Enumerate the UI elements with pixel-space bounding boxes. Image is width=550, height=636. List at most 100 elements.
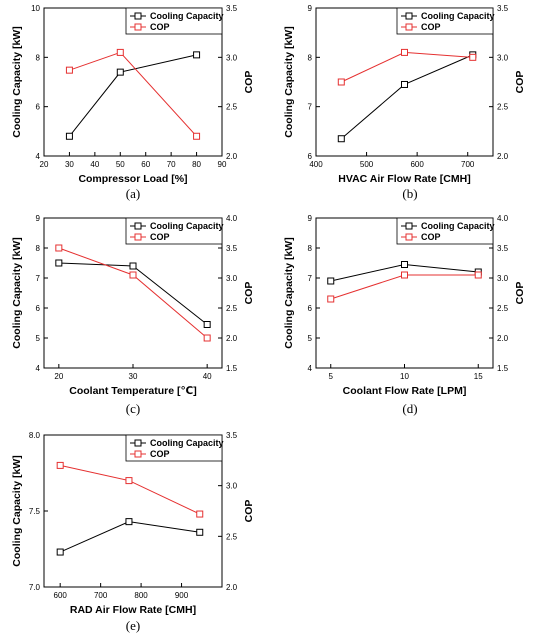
x-axis-label: HVAC Air Flow Rate [CMH]: [338, 173, 470, 185]
panel-caption: (d): [402, 401, 417, 416]
chart-panel: 600 700 800 900 7.0 7.5 8.0 2.0 2.5 3.0 3.5 RAD Air…: [11, 431, 255, 633]
y-left-axis-label: Cooling Capacity [kW]: [11, 26, 23, 137]
x-tick-label: 600: [410, 160, 424, 169]
x-tick-label: 20: [54, 372, 63, 381]
y-left-axis-label: Cooling Capacity [kW]: [11, 237, 23, 348]
y-right-tick-label: 3.5: [226, 244, 238, 253]
y-right-axis-label: COP: [243, 500, 255, 523]
legend-entry: Cooling Capacity: [150, 221, 224, 231]
data-point: [116, 48, 124, 56]
y-left-tick-label: 6: [308, 304, 313, 313]
y-right-tick-label: 3.0: [226, 274, 238, 283]
y-left-tick-label: 6: [308, 152, 313, 161]
x-tick-label: 800: [134, 591, 148, 600]
data-point: [203, 321, 211, 328]
data-point: [401, 271, 408, 279]
legend-marker: [134, 222, 142, 230]
y-right-tick-label: 3.0: [226, 53, 238, 62]
y-left-tick-label: 5: [36, 334, 41, 343]
y-right-tick-label: 2.5: [226, 304, 238, 313]
legend-marker: [134, 12, 142, 20]
x-tick-label: 15: [474, 372, 483, 381]
y-right-tick-label: 2.5: [497, 103, 509, 112]
y-right-tick-label: 3.5: [226, 4, 238, 13]
y-right-tick-label: 2.5: [497, 304, 509, 313]
y-left-tick-label: 8: [36, 53, 41, 62]
legend-entry: COP: [421, 22, 441, 32]
y-right-axis-label: COP: [514, 282, 526, 305]
data-point: [401, 261, 408, 268]
series-line: [341, 51, 473, 83]
x-tick-label: 600: [54, 591, 68, 600]
y-left-tick-label: 7.5: [29, 507, 41, 516]
series-line: [330, 274, 479, 300]
legend-entry: COP: [150, 22, 170, 32]
x-tick-label: 10: [400, 372, 409, 381]
legend-marker: [134, 450, 142, 458]
y-left-tick-label: 9: [308, 4, 313, 13]
data-point: [129, 271, 137, 279]
x-axis-label: Coolant Temperature [℃]: [69, 385, 196, 397]
panel-caption: (b): [402, 186, 417, 201]
y-left-tick-label: 6: [36, 103, 41, 112]
series-line: [60, 464, 200, 515]
x-tick-label: 60: [141, 160, 150, 169]
y-left-axis-label: Cooling Capacity [kW]: [283, 26, 295, 137]
legend-marker: [134, 439, 142, 447]
chart-panel: 5 10 15 4 5 6 7 8 9 1.5 2.0 2.5 3.0 3.5 4.0 Coolant Flo…: [283, 214, 526, 416]
y-left-tick-label: 4: [36, 152, 41, 161]
data-point: [55, 244, 63, 252]
x-tick-label: 50: [116, 160, 125, 169]
legend-entry: Cooling Capacity: [421, 11, 495, 21]
y-left-tick-label: 7: [36, 274, 41, 283]
chart-panel: 400 500 600 700 6 7 8 9 2.0 2.5 3.0 3.5 HVAC Air Flo…: [283, 4, 526, 201]
data-point: [125, 477, 133, 485]
y-left-tick-label: 5: [308, 334, 313, 343]
y-right-tick-label: 3.5: [226, 431, 238, 440]
data-point: [196, 510, 204, 518]
y-left-tick-label: 8: [308, 53, 313, 62]
legend-entry: Cooling Capacity: [150, 11, 224, 21]
y-right-tick-label: 3.0: [226, 482, 238, 491]
data-point: [56, 461, 64, 469]
y-right-tick-label: 2.0: [497, 152, 509, 161]
y-left-tick-label: 8: [36, 244, 41, 253]
y-right-tick-label: 1.5: [497, 364, 509, 373]
series-line: [58, 247, 208, 339]
data-point: [65, 66, 73, 74]
data-point: [337, 135, 345, 143]
legend-box: [125, 7, 223, 35]
x-tick-label: 700: [94, 591, 108, 600]
data-point: [474, 271, 482, 279]
legend-entry: Cooling Capacity: [150, 438, 224, 448]
y-right-tick-label: 3.0: [497, 53, 509, 62]
data-point: [469, 53, 477, 61]
data-point: [56, 548, 64, 556]
legend-marker: [405, 222, 413, 230]
data-point: [65, 132, 73, 140]
x-axis-label: Coolant Flow Rate [LPM]: [343, 385, 467, 397]
legend-marker: [405, 12, 413, 20]
y-left-axis-label: Cooling Capacity [kW]: [11, 455, 23, 566]
y-left-tick-label: 8.0: [29, 431, 41, 440]
y-left-tick-label: 7.0: [29, 583, 41, 592]
y-left-tick-label: 4: [308, 364, 313, 373]
x-tick-label: 400: [309, 160, 323, 169]
legend-marker: [405, 23, 413, 31]
x-tick-label: 30: [129, 372, 138, 381]
legend-entry: Cooling Capacity: [421, 221, 495, 231]
y-right-tick-label: 3.5: [497, 4, 509, 13]
y-left-tick-label: 4: [36, 364, 41, 373]
y-right-axis-label: COP: [243, 71, 255, 94]
data-point: [55, 259, 63, 267]
y-right-tick-label: 2.5: [226, 532, 238, 541]
data-point: [193, 51, 201, 59]
y-left-tick-label: 10: [31, 4, 40, 13]
y-right-tick-label: 2.0: [226, 152, 238, 161]
data-point: [196, 528, 204, 536]
chart-panel: 20 30 40 4 5 6 7 8 9 1.5 2.0 2.5 3.0 3.5 4.0 Coolant Te…: [11, 214, 255, 416]
y-right-tick-label: 2.0: [226, 334, 238, 343]
y-right-tick-label: 4.0: [226, 214, 238, 223]
y-right-tick-label: 1.5: [226, 364, 238, 373]
